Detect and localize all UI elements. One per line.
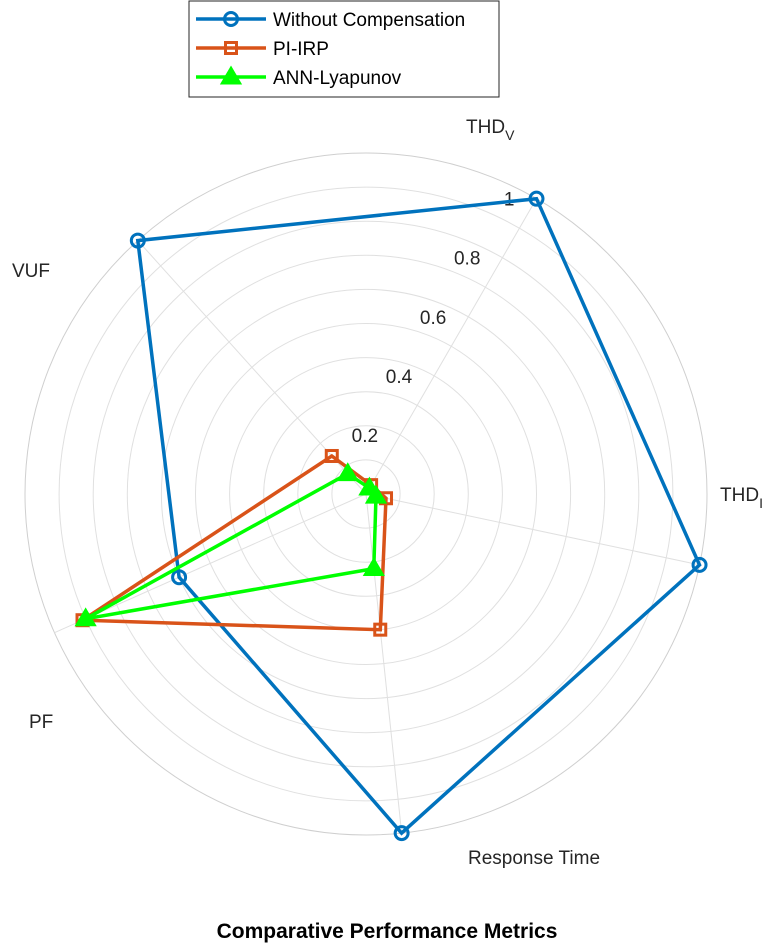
grid-circle bbox=[160, 288, 572, 700]
legend: Without Compensation PI-IRP ANN-Lyapunov bbox=[188, 0, 500, 98]
series-2 bbox=[74, 462, 388, 627]
legend-item: Without Compensation bbox=[196, 10, 465, 31]
legend-label: PI-IRP bbox=[273, 39, 329, 60]
data-point bbox=[528, 190, 545, 207]
legend-marker bbox=[224, 41, 238, 55]
data-point bbox=[74, 607, 97, 627]
axis-label-subscript: V bbox=[505, 127, 515, 143]
axis-label-thdi: THDI bbox=[720, 485, 763, 511]
data-point bbox=[364, 484, 388, 504]
grid-spoke bbox=[365, 493, 700, 566]
axis-label-vuf: VUF bbox=[12, 261, 50, 282]
series-line bbox=[135, 196, 702, 836]
data-point bbox=[373, 622, 388, 637]
data-point bbox=[324, 448, 339, 463]
series-0 bbox=[129, 190, 708, 842]
legend-label: ANN-Lyapunov bbox=[273, 68, 402, 89]
legend-marker bbox=[219, 65, 243, 85]
axis-label-subscript: I bbox=[759, 495, 763, 511]
series-layer bbox=[74, 190, 708, 842]
grid-circle bbox=[126, 254, 606, 734]
grid-circle bbox=[297, 425, 435, 563]
grid-circle bbox=[195, 323, 537, 665]
axis-label-pf: PF bbox=[29, 712, 53, 733]
grid-spoke bbox=[365, 198, 537, 495]
data-point bbox=[171, 569, 188, 586]
legend-item: PI-IRP bbox=[196, 39, 329, 60]
axis-label-response_time: Response Time bbox=[468, 848, 600, 869]
legend-marker bbox=[223, 11, 239, 27]
radial-tick-label: 0.2 bbox=[352, 426, 378, 447]
grid-spoke bbox=[365, 493, 403, 834]
grid-spoke bbox=[54, 493, 367, 634]
radial-tick-label: 0.6 bbox=[420, 308, 446, 329]
grid-circle bbox=[331, 459, 401, 529]
tick-layer: 0.20.40.60.81 bbox=[352, 190, 515, 447]
series-line bbox=[84, 471, 378, 621]
chart-title: Comparative Performance Metrics bbox=[217, 920, 558, 943]
data-point bbox=[393, 825, 410, 842]
data-point bbox=[129, 232, 146, 249]
legend-item: ANN-Lyapunov bbox=[196, 65, 402, 89]
data-point bbox=[362, 557, 385, 577]
legend-label: Without Compensation bbox=[273, 10, 465, 31]
grid-circle bbox=[263, 391, 469, 597]
grid-circle bbox=[58, 186, 674, 802]
data-point bbox=[691, 556, 708, 573]
axis-label-thdv: THDV bbox=[466, 117, 515, 143]
radial-tick-label: 0.4 bbox=[386, 367, 413, 388]
grid-circle bbox=[24, 152, 708, 836]
data-point bbox=[336, 462, 359, 482]
radial-tick-label: 0.8 bbox=[454, 249, 480, 270]
grid-circle bbox=[92, 220, 640, 768]
